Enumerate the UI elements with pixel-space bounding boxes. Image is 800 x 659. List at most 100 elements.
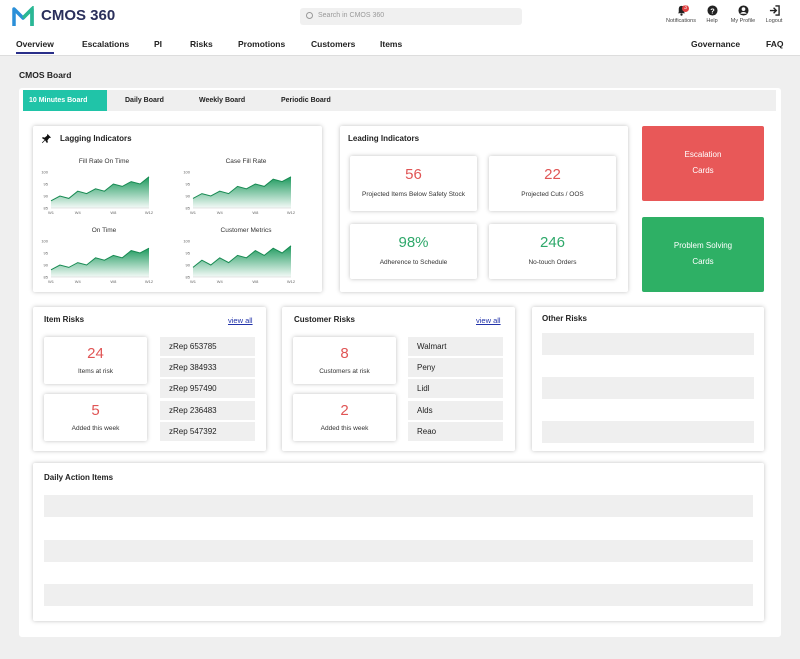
series-area	[193, 176, 291, 208]
item-risks-card: Item Risks view all 24 Items at risk 5 A…	[33, 307, 266, 451]
stat-label: Customers at risk	[319, 368, 370, 375]
daily-action-items-title: Daily Action Items	[44, 473, 114, 482]
logo-icon[interactable]	[12, 6, 34, 28]
y-tick-label: 100	[183, 170, 190, 175]
kpi-tile[interactable]: 98% Adherence to Schedule	[350, 224, 477, 279]
x-tick-label: W4	[217, 210, 224, 215]
series-line	[192, 245, 292, 268]
nav-escalations[interactable]: Escalations	[82, 39, 130, 49]
kpi-value: 98%	[398, 234, 429, 251]
nav-items[interactable]: Items	[380, 39, 403, 49]
search-placeholder: Search in CMOS 360	[318, 12, 385, 19]
customer-metrics-chart: Customer Metrics 100 95 90 85 W1 W4 W8 W12	[181, 227, 299, 287]
svg-text:?: ?	[710, 6, 715, 15]
page-title: CMOS Board	[19, 70, 72, 80]
y-tick-label: 85	[186, 206, 191, 211]
nav-faq[interactable]: FAQ	[766, 39, 784, 49]
y-tick-label: 100	[183, 239, 190, 244]
list-item[interactable]: Walmart	[408, 337, 503, 356]
x-tick-label: W12	[287, 210, 296, 215]
list-item[interactable]: Reao	[408, 422, 503, 441]
kpi-tile[interactable]: 22 Projected Cuts / OOS	[489, 156, 616, 211]
chart-title: Customer Metrics	[220, 227, 272, 234]
help-button[interactable]: ? Help	[692, 5, 732, 24]
chart-title: Fill Rate On Time	[78, 158, 130, 165]
nav-risks[interactable]: Risks	[190, 39, 213, 49]
escalation-line1: Escalation	[684, 150, 722, 159]
x-tick-label: W12	[145, 279, 154, 284]
tab-weekly-board[interactable]: Weekly Board	[199, 97, 246, 104]
daily-action-items-card: Daily Action Items	[33, 463, 764, 621]
kpi-value: 56	[405, 166, 422, 183]
nav-governance[interactable]: Governance	[691, 39, 741, 49]
nav-promotions[interactable]: Promotions	[238, 39, 286, 49]
stat-label: Added this week	[320, 425, 369, 432]
notifications-button[interactable]: 3 Notifications	[661, 5, 701, 24]
tab-10-minutes-board[interactable]: 10 Minutes Board	[23, 90, 107, 111]
search-icon	[306, 12, 313, 19]
y-tick-label: 85	[186, 275, 191, 280]
tab-daily-board[interactable]: Daily Board	[125, 97, 164, 104]
list-item[interactable]: Peny	[408, 358, 503, 377]
series-area	[51, 248, 149, 277]
search-input[interactable]: Search in CMOS 360	[300, 8, 522, 25]
problem-solving-cards-button[interactable]: Problem Solving Cards	[642, 217, 764, 292]
list-item[interactable]: Alds	[408, 401, 503, 420]
list-item[interactable]: zRep 236483	[160, 401, 255, 420]
y-tick-label: 85	[44, 206, 49, 211]
notifications-label: Notifications	[666, 18, 696, 24]
stat-value: 8	[340, 345, 349, 362]
item-risks-view-all-link[interactable]: view all	[228, 316, 253, 325]
kpi-label: Adherence to Schedule	[379, 259, 448, 266]
x-tick-label: W4	[217, 279, 224, 284]
y-tick-label: 90	[186, 194, 191, 199]
other-risks-card: Other Risks	[532, 307, 764, 451]
logout-button[interactable]: Logout	[754, 5, 794, 24]
nav-customers[interactable]: Customers	[311, 39, 356, 49]
top-bar: CMOS 360 Search in CMOS 360 3 Notificati…	[0, 0, 800, 34]
notification-badge: 3	[682, 5, 689, 12]
series-line	[50, 247, 150, 271]
main-nav: Overview Escalations PI Risks Promotions…	[0, 34, 800, 56]
nav-pi[interactable]: PI	[154, 39, 163, 49]
list-item[interactable]: zRep 547392	[160, 422, 255, 441]
list-item[interactable]: zRep 384933	[160, 358, 255, 377]
series-line	[192, 176, 292, 199]
help-icon: ?	[706, 5, 718, 16]
x-tick-label: W8	[252, 210, 259, 215]
lagging-indicators-card: Lagging Indicators Fill Rate On Time 100…	[33, 126, 322, 292]
y-tick-label: 95	[44, 251, 49, 256]
placeholder-row	[542, 333, 754, 355]
tab-periodic-board[interactable]: Periodic Board	[281, 97, 331, 104]
x-tick-label: W4	[75, 210, 82, 215]
pin-icon	[41, 133, 52, 144]
kpi-value: 22	[544, 166, 561, 183]
placeholder-row	[542, 421, 754, 443]
nav-overview[interactable]: Overview	[16, 39, 54, 54]
y-tick-label: 95	[44, 182, 49, 187]
x-tick-label: W1	[48, 279, 55, 284]
y-tick-label: 90	[44, 194, 49, 199]
stat-tile: 5 Added this week	[44, 394, 147, 441]
escalation-cards-button[interactable]: Escalation Cards	[642, 126, 764, 201]
list-item[interactable]: zRep 957490	[160, 379, 255, 398]
y-tick-label: 90	[44, 263, 49, 268]
kpi-tile[interactable]: 56 Projected Items Below Safety Stock	[350, 156, 477, 211]
kpi-label: Projected Items Below Safety Stock	[362, 191, 465, 198]
list-item[interactable]: Lidl	[408, 379, 503, 398]
board-tabs: 10 Minutes Board Daily Board Weekly Boar…	[23, 90, 776, 111]
placeholder-row	[44, 495, 753, 517]
kpi-tile[interactable]: 246 No-touch Orders	[489, 224, 616, 279]
user-icon	[737, 5, 749, 16]
list-item[interactable]: zRep 653785	[160, 337, 255, 356]
x-tick-label: W8	[110, 279, 117, 284]
x-tick-label: W1	[48, 210, 55, 215]
profile-button[interactable]: My Profile	[723, 5, 763, 24]
customer-risks-view-all-link[interactable]: view all	[476, 316, 501, 325]
kpi-label: Projected Cuts / OOS	[521, 191, 584, 198]
stat-tile: 2 Added this week	[293, 394, 396, 441]
x-tick-label: W12	[145, 210, 154, 215]
customer-risks-title: Customer Risks	[294, 315, 355, 324]
